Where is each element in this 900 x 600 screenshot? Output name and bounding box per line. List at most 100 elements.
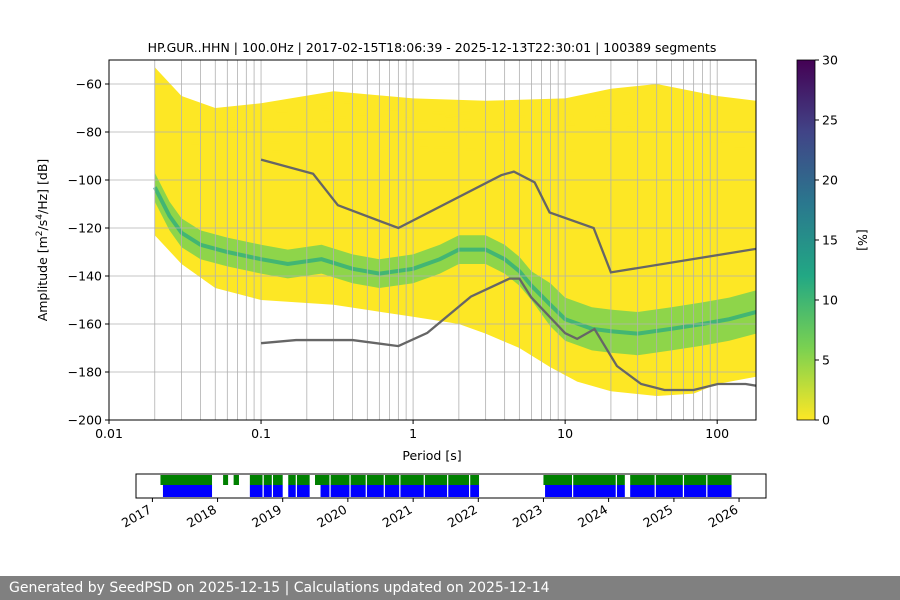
availability-gap — [399, 475, 401, 497]
colorbar — [796, 59, 816, 421]
availability-bar — [630, 475, 732, 485]
colorbar-tick-label: 10 — [822, 293, 838, 308]
density-speckle — [228, 117, 237, 120]
density-speckle — [465, 128, 474, 131]
density-speckle — [558, 129, 564, 132]
density-speckle — [506, 149, 512, 152]
colorbar-tick-label: 25 — [822, 113, 838, 128]
density-speckle — [564, 149, 576, 152]
density-speckle — [445, 115, 454, 118]
density-speckle — [195, 124, 203, 127]
density-speckle — [699, 127, 707, 130]
density-speckle — [230, 123, 238, 126]
density-speckle — [622, 112, 630, 115]
density-speckle — [734, 147, 746, 150]
density-speckle — [228, 119, 235, 122]
density-speckle — [749, 146, 756, 149]
y-tick-label: −100 — [68, 173, 102, 188]
density-speckle — [444, 146, 450, 149]
density-speckle — [320, 105, 328, 108]
y-axis-label-part: /s — [35, 220, 50, 231]
availability-gap — [262, 475, 264, 497]
density-speckle — [655, 101, 663, 104]
density-speckle — [611, 138, 620, 141]
density-speckle — [250, 152, 260, 155]
density-speckle — [386, 108, 398, 111]
y-tick-label: −200 — [68, 413, 102, 428]
density-speckle — [608, 126, 617, 129]
availability-tick-label: 2017 — [119, 502, 154, 531]
density-speckles — [181, 100, 756, 159]
density-speckle — [415, 120, 427, 123]
density-speckle — [357, 113, 367, 116]
density-speckle — [558, 145, 565, 148]
density-speckle — [245, 128, 251, 131]
density-speckle — [466, 148, 476, 151]
density-speckle — [432, 111, 445, 114]
availability-bar — [630, 485, 732, 497]
density-speckle — [594, 127, 607, 130]
availability-tick-label: 2024 — [575, 502, 610, 531]
density-speckle — [320, 122, 329, 125]
density-speckle — [254, 144, 265, 147]
availability-tick-label: 2023 — [510, 502, 545, 531]
density-speckle — [730, 133, 738, 136]
density-speckle — [686, 119, 692, 122]
density-speckle — [515, 115, 526, 118]
x-tick-label: 10 — [557, 426, 573, 441]
availability-bar — [543, 475, 625, 485]
colorbar-axis: 0 5 10 15 20 25 30 — [815, 53, 838, 428]
colorbar-tick-label: 30 — [822, 53, 838, 68]
availability-gap — [220, 475, 222, 497]
y-axis-label-sup: 2 — [35, 230, 45, 236]
availability-bar — [160, 475, 213, 485]
availability-gap — [682, 475, 685, 497]
density-speckle — [721, 140, 729, 143]
x-axis-label: Period [s] — [402, 448, 461, 463]
density-speckle — [461, 133, 467, 136]
density-speckle — [308, 121, 314, 124]
density-speckle — [590, 130, 597, 133]
chart-title: HP.GUR..HHN | 100.0Hz | 2017-02-15T18:06… — [148, 40, 717, 55]
availability-border — [135, 473, 767, 499]
availability-tick-label: 2026 — [706, 502, 741, 531]
density-speckle — [597, 105, 605, 108]
density-speckle — [498, 138, 506, 141]
density-speckle — [449, 114, 460, 117]
availability-bar — [288, 485, 310, 497]
density-speckle — [729, 129, 734, 132]
density-speckle — [693, 112, 698, 115]
density-speckle — [262, 128, 274, 131]
colorbar-label: [%] — [855, 229, 870, 251]
density-speckle — [191, 142, 199, 145]
y-tick-label: −60 — [76, 77, 102, 92]
availability-tick-label: 2020 — [314, 502, 349, 531]
grid — [109, 60, 756, 420]
density-speckle — [674, 116, 680, 119]
x-tick-label: 0.1 — [251, 426, 271, 441]
x-tick-label: 100 — [705, 426, 729, 441]
density-speckle — [252, 130, 263, 133]
model-curve-nhnm — [260, 158, 756, 274]
density-speckle — [632, 126, 639, 129]
density-speckle — [626, 126, 633, 129]
density-speckle — [595, 115, 600, 118]
density-speckle — [581, 137, 587, 140]
x-tick-label: 1 — [409, 426, 417, 441]
density-speckle — [532, 132, 537, 135]
density-speckle — [529, 125, 535, 128]
colorbar-tick-label: 0 — [822, 413, 830, 428]
availability-bar — [545, 485, 625, 497]
x-tick-label: 0.01 — [95, 426, 123, 441]
density-speckle — [272, 150, 282, 153]
density-speckle — [432, 124, 441, 127]
x-axis: 0.01 0.1 1 10 100 — [95, 420, 729, 441]
density-speckle — [460, 112, 468, 115]
density-speckle — [403, 115, 413, 118]
density-speckle — [339, 116, 346, 119]
availability-gap — [469, 475, 471, 497]
y-tick-label: −180 — [68, 365, 102, 380]
plot-frame — [108, 59, 757, 421]
density-speckle — [565, 123, 575, 126]
